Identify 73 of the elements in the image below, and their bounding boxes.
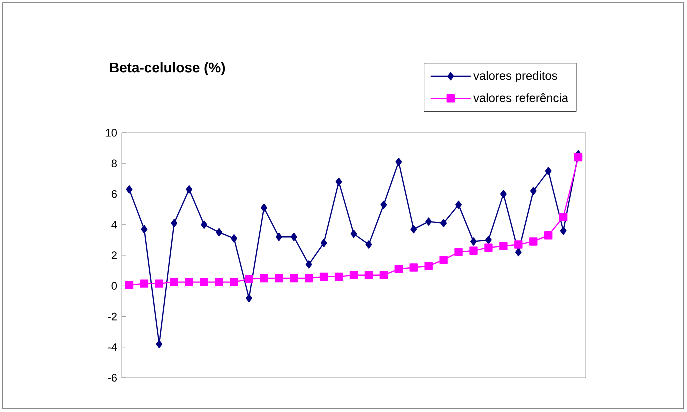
point	[231, 234, 238, 243]
point	[500, 190, 507, 198]
point	[454, 248, 463, 257]
point	[530, 187, 537, 196]
point	[514, 240, 523, 249]
point	[380, 200, 388, 210]
point	[440, 219, 448, 228]
point	[334, 272, 344, 282]
point	[230, 278, 238, 286]
point	[500, 242, 508, 250]
point	[515, 248, 522, 257]
point	[275, 274, 284, 283]
point	[306, 260, 312, 269]
point	[410, 225, 418, 234]
chart-title: Beta-celulose (%)	[110, 62, 226, 76]
point	[185, 278, 194, 286]
point	[126, 186, 133, 194]
point	[440, 256, 448, 264]
point	[125, 281, 134, 290]
legend-label: valores referência	[474, 94, 568, 102]
y-tick-label: 4	[112, 221, 118, 229]
point	[201, 220, 208, 229]
y-tick-label: 10	[106, 129, 118, 137]
point	[170, 278, 178, 286]
point	[156, 340, 163, 348]
point	[246, 294, 252, 302]
point	[426, 218, 432, 226]
point	[336, 178, 342, 186]
point	[424, 262, 433, 270]
point	[171, 219, 178, 228]
y-tick-label: -4	[108, 344, 118, 352]
y-tick-label: 0	[112, 282, 118, 290]
point	[410, 264, 418, 272]
point	[186, 186, 193, 194]
point	[245, 275, 254, 284]
point	[290, 233, 298, 242]
point	[545, 167, 552, 176]
y-tick-label: 6	[112, 190, 117, 198]
point	[216, 228, 223, 237]
legend-label: valores preditos	[474, 71, 558, 83]
point	[350, 271, 358, 280]
point	[290, 274, 298, 283]
point	[364, 271, 374, 280]
point	[320, 239, 328, 248]
y-tick-label: -2	[108, 312, 117, 321]
point	[260, 204, 268, 212]
point	[320, 272, 328, 282]
point	[394, 265, 404, 274]
point	[470, 246, 478, 256]
y-tick-label: 8	[112, 160, 117, 168]
y-tick-label: -6	[108, 374, 117, 382]
point	[484, 244, 493, 252]
point	[276, 233, 282, 242]
point	[559, 213, 568, 222]
point	[560, 226, 567, 236]
point	[215, 278, 224, 286]
point	[485, 236, 492, 244]
point	[141, 225, 148, 234]
point	[544, 231, 553, 240]
point	[530, 238, 538, 246]
point	[200, 278, 208, 286]
y-tick-label: 2	[112, 252, 117, 260]
point	[380, 271, 388, 280]
point	[396, 158, 402, 166]
point	[350, 230, 358, 238]
point	[260, 274, 268, 283]
point	[456, 200, 462, 210]
point	[140, 280, 149, 288]
point	[470, 238, 477, 246]
point	[574, 153, 583, 162]
point	[155, 280, 164, 288]
point	[366, 240, 372, 249]
point	[305, 274, 314, 283]
